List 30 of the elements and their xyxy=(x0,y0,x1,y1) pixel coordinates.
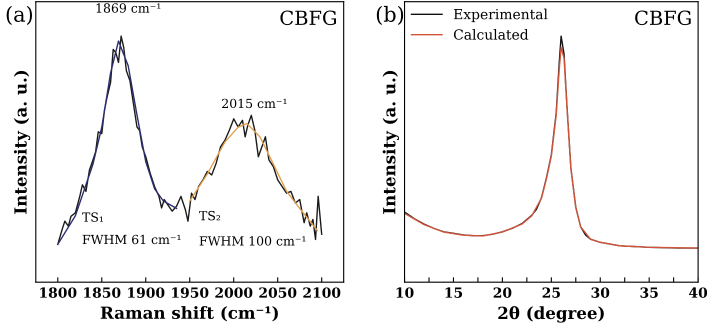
y-axis-title: Intensity (a. u.) xyxy=(382,70,399,214)
x-tick-label: 1950 xyxy=(172,287,208,298)
annotation: 2015 cm⁻¹ xyxy=(222,98,287,108)
y-axis-title: Intensity (a. u.) xyxy=(14,70,30,214)
x-tick-label: 2000 xyxy=(215,287,252,298)
x-tick-label: 15 xyxy=(446,287,462,298)
x-tick-label: 1800 xyxy=(40,287,76,298)
x-tick-label: 20 xyxy=(494,287,512,298)
x-tick-label: 35 xyxy=(640,287,658,298)
legend-label: Calculated xyxy=(454,29,528,40)
text: CBFG xyxy=(635,10,691,26)
x-axis-title: Raman shift (cm⁻¹) xyxy=(100,306,278,322)
x-axis-title: 2θ (degree) xyxy=(498,306,604,323)
annotation: FWHM 100 cm⁻¹ xyxy=(200,236,306,246)
x-tick-label: 2100 xyxy=(303,287,340,298)
x-tick-label: 1900 xyxy=(128,287,164,298)
chart-title: (a) xyxy=(6,6,32,25)
x-tick-label: 25 xyxy=(542,287,560,298)
x-tick-label: 10 xyxy=(396,287,414,298)
x-tick-label: 30 xyxy=(592,287,610,298)
chart-title: (b) xyxy=(376,6,404,25)
annotation: TS₁ xyxy=(82,212,103,222)
legend-label: Experimental xyxy=(454,8,548,22)
x-tick-label: 40 xyxy=(689,287,708,298)
annotation: FWHM 61 cm⁻¹ xyxy=(82,234,181,244)
x-tick-label: 2050 xyxy=(259,287,296,298)
text: 1869 cm⁻¹ xyxy=(96,3,160,13)
text: CBFG xyxy=(280,10,336,26)
x-tick-label: 1850 xyxy=(84,287,120,298)
annotation: TS₂ xyxy=(199,210,220,220)
